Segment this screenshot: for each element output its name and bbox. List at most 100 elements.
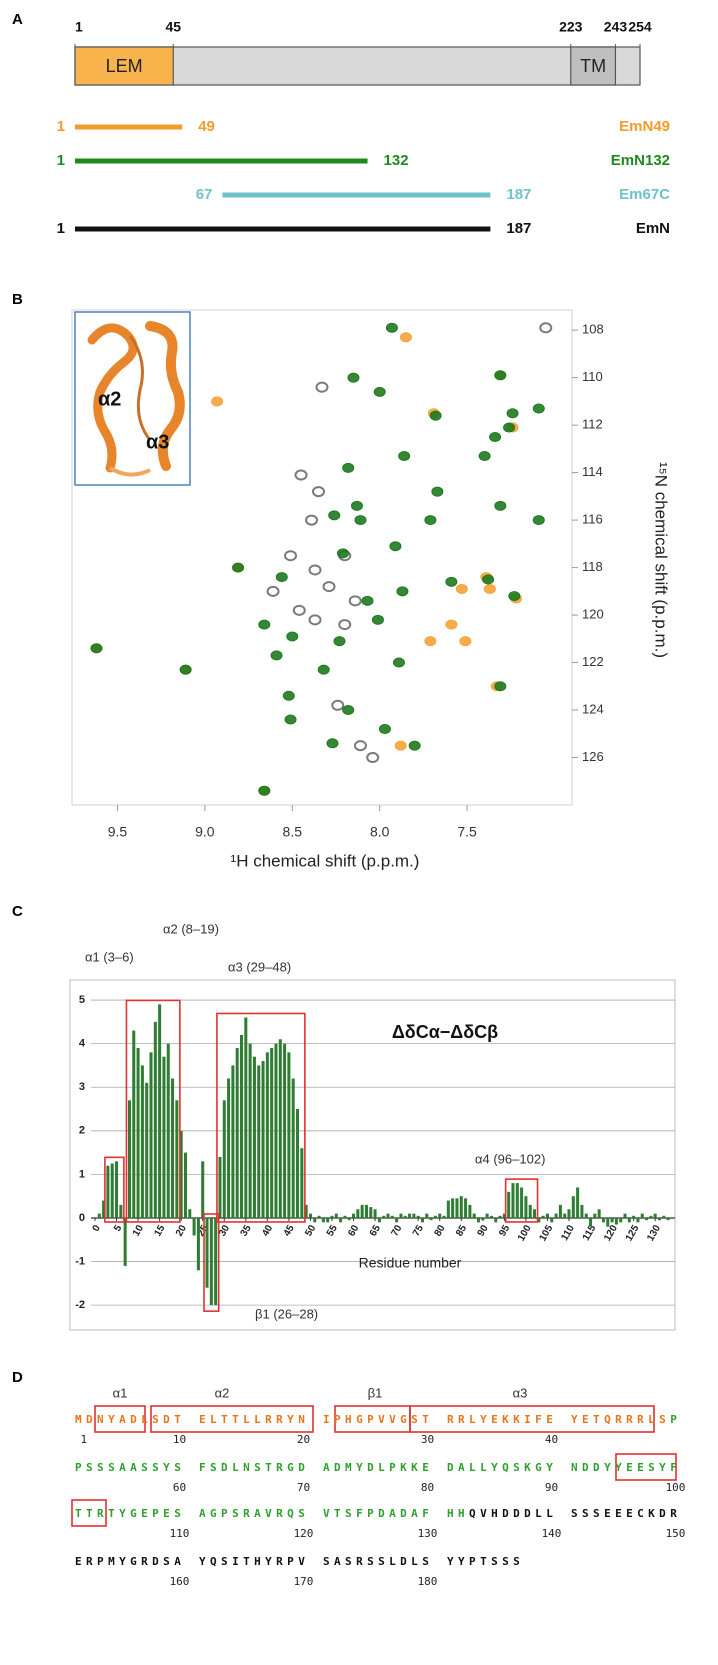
y-tick-label: 120 (582, 607, 604, 622)
construct-name: EmN49 (619, 118, 670, 135)
bar (645, 1217, 649, 1221)
bar (214, 1217, 218, 1306)
y-axis-label: ¹⁵N chemical shift (p.p.m.) (652, 462, 671, 658)
region-label: α4 (96–102) (475, 1151, 545, 1166)
bar (558, 1204, 562, 1218)
region-label: β1 (26–28) (255, 1306, 318, 1321)
bar (537, 1217, 541, 1223)
peak (294, 469, 308, 481)
residue-number: 1 (81, 1433, 88, 1446)
y-tick-label: 1 (79, 1168, 85, 1180)
bar (356, 1209, 360, 1218)
residues: ADMYDLPKKE (323, 1461, 433, 1474)
sequence-block: YYPTSSS (447, 1555, 524, 1568)
bar (360, 1204, 364, 1218)
x-tick-label: 7.5 (457, 824, 477, 840)
plot-frame (69, 979, 676, 1331)
sequence-block: TTRTYGEPES (75, 1507, 185, 1520)
panel-label: A (12, 11, 23, 28)
peak (282, 690, 295, 701)
bar (330, 1215, 334, 1218)
bar (231, 1065, 235, 1218)
x-tick-label: 8.5 (283, 824, 303, 840)
bar (438, 1213, 442, 1218)
region-box (104, 1156, 125, 1223)
sequence-block: YQSITHYRPV (199, 1555, 309, 1568)
bar (119, 1204, 123, 1218)
y-tick-label: 2 (79, 1125, 85, 1137)
bar (97, 1213, 101, 1218)
residue-number: 60 (173, 1481, 186, 1494)
peak (389, 541, 402, 552)
residue-number: 40 (545, 1433, 558, 1446)
y-tick-label: 126 (582, 749, 604, 764)
bar (127, 1100, 131, 1218)
bar (455, 1198, 459, 1218)
structure-inset: α2 α3 (74, 311, 191, 486)
bar (666, 1217, 670, 1221)
bar (485, 1213, 489, 1218)
bar (162, 1056, 166, 1218)
bar (606, 1217, 610, 1227)
bar (563, 1213, 567, 1218)
residues: HH (447, 1507, 469, 1520)
bar (283, 1043, 287, 1218)
bar (136, 1047, 140, 1218)
bar (571, 1196, 575, 1218)
peak (394, 740, 407, 751)
x-tick-label: 50 (303, 1223, 318, 1239)
residues: YYPTSSS (447, 1555, 524, 1568)
bar (227, 1078, 231, 1218)
bar (468, 1204, 472, 1218)
bar (507, 1191, 511, 1218)
residues: DALLYQSKGY (447, 1461, 557, 1474)
domain-label: LEM (106, 56, 143, 76)
peak (275, 572, 288, 583)
sequence-block: FSDLNSTRGD (199, 1461, 309, 1474)
bar (110, 1163, 114, 1218)
structure-label: α1 (113, 1385, 128, 1400)
bar (425, 1213, 429, 1218)
sequence-block: ERPMYGRDSA (75, 1555, 185, 1568)
peak (459, 636, 472, 647)
bar (567, 1209, 571, 1218)
bar (244, 1017, 248, 1218)
residue-number: 30 (421, 1433, 434, 1446)
bar (528, 1204, 532, 1218)
y-tick-label: 124 (582, 701, 604, 716)
bar (201, 1161, 205, 1218)
bar (502, 1213, 506, 1218)
peak (494, 500, 507, 511)
peak (396, 586, 409, 597)
region-box (203, 1213, 220, 1312)
structure-boxes (71, 1405, 677, 1527)
y-tick-label: 114 (582, 464, 603, 479)
peak (385, 322, 398, 333)
construct-name: Em67C (619, 186, 670, 203)
bar (123, 1217, 127, 1266)
bar (296, 1109, 300, 1218)
bar (248, 1043, 252, 1218)
y-tick-label: 3 (79, 1081, 85, 1093)
x-tick-label: 95 (497, 1223, 512, 1239)
residue-number: 70 (297, 1481, 310, 1494)
bar (274, 1043, 278, 1218)
peak (342, 462, 355, 473)
x-tick-label: 80 (433, 1223, 448, 1239)
x-tick-label: 100 (516, 1223, 534, 1243)
peak (392, 657, 405, 668)
bar (334, 1213, 338, 1218)
peak (232, 562, 245, 573)
peak (431, 486, 444, 497)
peak (312, 486, 326, 498)
construct-end: 187 (506, 186, 531, 203)
residues: QVHDDDLL (469, 1507, 557, 1520)
peak (342, 705, 355, 716)
bar (153, 1021, 157, 1218)
panel-label: D (12, 1369, 23, 1386)
bar (261, 1061, 265, 1218)
bar (252, 1056, 256, 1218)
peak (258, 619, 271, 630)
bar (171, 1078, 175, 1218)
